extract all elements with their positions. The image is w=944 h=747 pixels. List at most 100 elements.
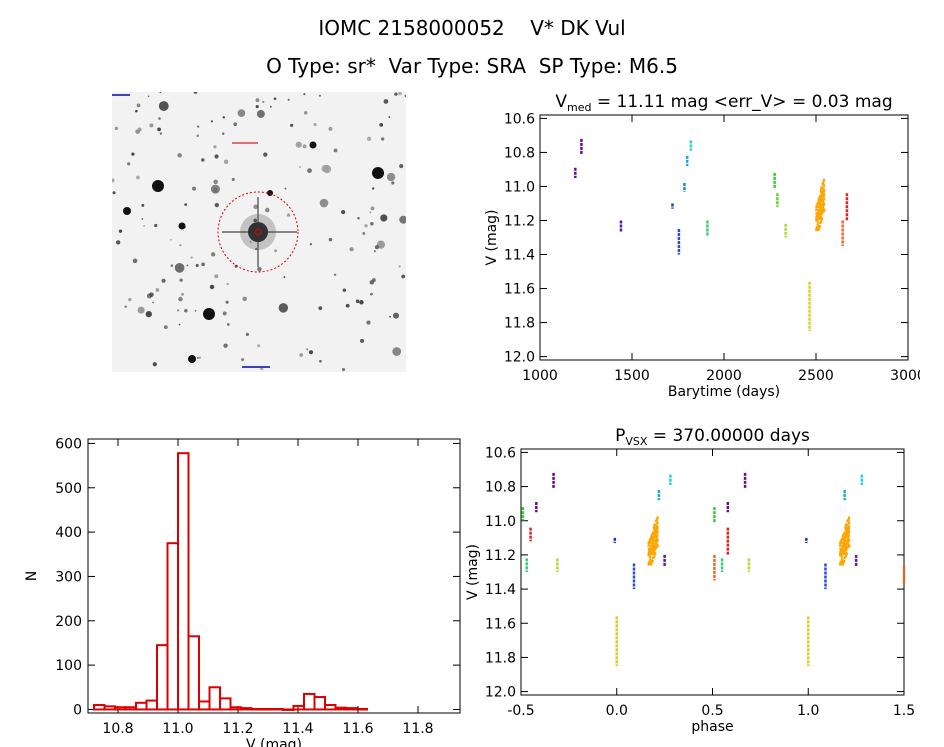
lc-data-point: [822, 208, 825, 211]
star: [221, 132, 225, 135]
phase-ytick-label: 11.0: [485, 514, 516, 530]
phase-data-point: [845, 532, 848, 535]
star: [158, 117, 161, 120]
hist-bar: [219, 697, 232, 711]
phase-data-point: [654, 524, 657, 527]
phase-data-point: [653, 530, 656, 533]
phase-data-point: [650, 538, 653, 541]
phase-data-point: [848, 538, 851, 541]
phase-data-point: [845, 523, 848, 526]
star: [257, 266, 262, 272]
lc-data-point: [816, 223, 819, 226]
phase-data-point: [656, 543, 659, 546]
phase-data-point: [650, 541, 653, 544]
star: [394, 92, 398, 96]
star: [263, 152, 268, 157]
corner-mark: [112, 94, 130, 96]
star: [255, 98, 260, 103]
star: [233, 122, 238, 127]
star: [145, 310, 152, 318]
star: [318, 94, 321, 97]
lc-data-point: [820, 190, 823, 193]
lc-data-point: [817, 215, 820, 218]
hist-bar: [292, 704, 305, 711]
hist-xtick-label: 11.0: [162, 721, 193, 737]
hist-ytick-label: 500: [55, 481, 82, 497]
phase-data-point: [839, 560, 842, 563]
lc-ytick-label: 11.2: [504, 213, 535, 229]
phase-data-point: [655, 528, 658, 531]
phase-data-point: [653, 556, 656, 559]
phase-data-point: [842, 544, 845, 547]
star: [132, 258, 138, 264]
phase-ytick-label: 11.6: [485, 616, 516, 632]
phase-data-point: [840, 544, 843, 547]
lc-data-point: [820, 221, 823, 224]
star: [333, 273, 337, 276]
lc-data-point: [822, 200, 825, 203]
star: [369, 211, 372, 214]
star: [163, 325, 168, 330]
phase-data-point: [654, 553, 657, 556]
phase-ytick-label: 11.2: [485, 548, 516, 564]
phase-chart: -0.5 0.0 0.5 1.0 1.5 10.6 10.8 11.0 11.2 11.4 11.6…: [465, 426, 915, 735]
lc-data-point: [815, 209, 818, 212]
phase-data-point: [649, 558, 652, 561]
phase-data-point: [651, 556, 654, 559]
bright-star: [152, 180, 164, 192]
phase-data-point: [838, 544, 841, 547]
hist-bar: [177, 452, 190, 711]
hist-ytick-label: 400: [55, 525, 82, 541]
phase-data-point: [653, 535, 656, 538]
lc-data-point: [821, 205, 824, 208]
phase-data-point: [653, 548, 656, 551]
hist-bar: [187, 635, 200, 711]
lc-data-point: [817, 227, 820, 230]
lc-data-point: [821, 190, 824, 193]
phase-data-point: [848, 525, 851, 528]
star: [155, 288, 160, 292]
star: [278, 303, 289, 313]
star: [298, 166, 301, 168]
phase-data-point: [656, 525, 659, 528]
phase-data-point: [839, 540, 842, 543]
phase-data-point: [844, 530, 847, 533]
star: [391, 181, 395, 185]
star: [231, 177, 235, 182]
star: [226, 323, 230, 326]
star: [328, 237, 333, 242]
hist-ytick-label: 300: [55, 569, 82, 585]
star: [328, 126, 333, 131]
star: [149, 123, 154, 128]
phase-data-point: [656, 517, 659, 520]
lc-xtick-label: 1500: [614, 368, 650, 384]
star: [256, 110, 265, 118]
hist-bar: [324, 704, 337, 711]
star: [222, 311, 227, 316]
star: [249, 241, 252, 243]
lc-data-point: [819, 201, 822, 204]
phase-data-point: [653, 524, 656, 527]
phase-data-point: [845, 544, 848, 547]
star: [161, 278, 166, 283]
lc-data-point: [819, 217, 822, 220]
phase-data-point: [655, 536, 658, 539]
phase-data-point: [654, 532, 657, 535]
star: [273, 97, 277, 101]
lc-data-point: [816, 221, 819, 224]
lc-data-point: [816, 208, 819, 211]
lc-ytick-label: 11.6: [504, 282, 535, 298]
star: [318, 306, 323, 311]
lc-ytick-label: 12.0: [504, 350, 535, 366]
star: [201, 158, 205, 162]
phase-data-point: [647, 542, 650, 545]
bright-star: [188, 355, 196, 363]
star: [253, 218, 258, 223]
lc-data-point: [816, 215, 819, 218]
phase-data-point: [848, 534, 851, 537]
phase-data-point: [841, 548, 844, 551]
phase-data-point: [847, 517, 850, 520]
star: [295, 141, 302, 148]
star: [255, 104, 259, 109]
star: [302, 144, 307, 149]
